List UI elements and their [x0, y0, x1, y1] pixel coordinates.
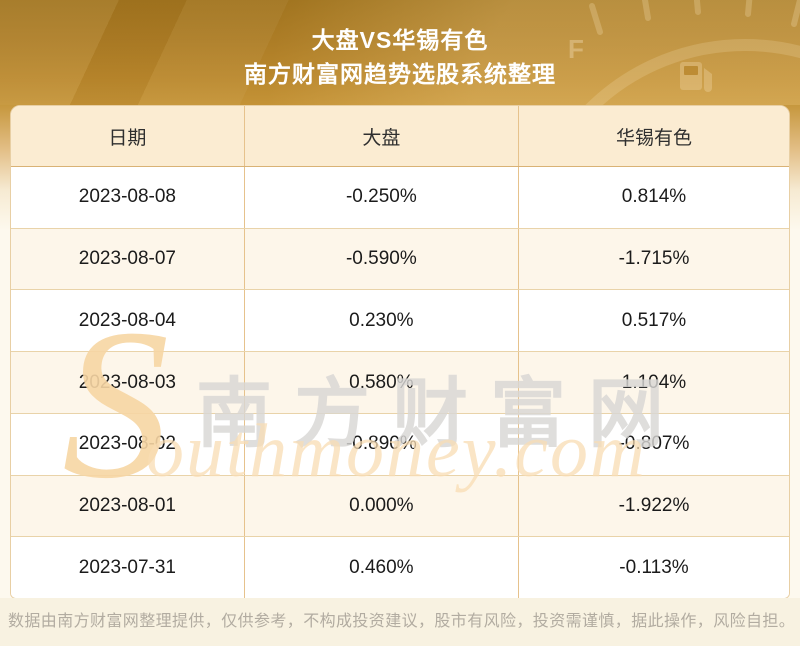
market-change-cell: 0.230%: [245, 290, 519, 352]
huaxi-change-value: 0.517%: [621, 309, 687, 331]
column-header-date: 日期: [11, 106, 245, 166]
huaxi-change-cell: -0.113%: [519, 537, 789, 598]
huaxi-change-value: 0.814%: [621, 186, 687, 208]
column-header-market-label: 大盘: [362, 127, 401, 149]
huaxi-change-value: 1.104%: [621, 371, 687, 393]
date-value: 2023-08-02: [78, 433, 176, 455]
huaxi-change-cell: -1.715%: [519, 229, 789, 290]
date-cell: 2023-07-31: [11, 537, 245, 598]
market-change-value: 0.580%: [349, 371, 414, 393]
title-banner: F 大盘VS华锡有色 南方财富网趋势选股系统整理: [0, 0, 800, 105]
disclaimer-footer: 数据由南方财富网整理提供，仅供参考，不构成投资建议，股市有风险，投资需谨慎，据此…: [0, 598, 800, 646]
market-change-value: -0.590%: [345, 248, 417, 270]
table-row: 2023-08-03 0.580% 1.104%: [11, 351, 789, 413]
column-header-huaxi-label: 华锡有色: [615, 127, 692, 149]
table-row: 2023-08-04 0.230% 0.517%: [11, 289, 789, 352]
date-cell: 2023-08-02: [11, 413, 245, 475]
market-change-value: -0.890%: [345, 433, 417, 455]
market-change-cell: -0.590%: [245, 228, 519, 290]
date-value: 2023-08-01: [78, 494, 176, 516]
market-change-cell: 0.000%: [245, 475, 519, 537]
huaxi-change-cell: 1.104%: [519, 352, 789, 413]
fuel-gauge-icon: F: [568, 0, 800, 105]
gauge-f-label: F: [568, 34, 584, 64]
market-change-value: 0.000%: [349, 494, 414, 516]
market-change-value: 0.230%: [349, 309, 414, 331]
table-row: 2023-08-02 -0.890% -0.807%: [11, 412, 789, 475]
date-cell: 2023-08-08: [11, 167, 245, 228]
market-change-value: 0.460%: [349, 556, 414, 578]
huaxi-change-value: -0.807%: [618, 433, 690, 455]
market-change-cell: 0.460%: [245, 537, 519, 598]
column-header-huaxi: 华锡有色: [519, 106, 789, 166]
huaxi-change-value: -0.113%: [619, 556, 689, 578]
date-cell: 2023-08-03: [11, 352, 245, 413]
date-value: 2023-08-08: [78, 186, 176, 208]
table-header-row: 日期 大盘 华锡有色: [11, 106, 789, 167]
huaxi-change-value: -1.715%: [618, 248, 690, 270]
date-cell: 2023-08-04: [11, 290, 245, 352]
market-change-cell: -0.250%: [245, 167, 519, 228]
banner-text: 大盘VS华锡有色 南方财富网趋势选股系统整理: [0, 0, 800, 88]
disclaimer-text: 数据由南方财富网整理提供，仅供参考，不构成投资建议，股市有风险，投资需谨慎，据此…: [8, 613, 796, 630]
date-value: 2023-08-07: [78, 248, 176, 270]
column-header-date-label: 日期: [108, 127, 147, 149]
table-row: 2023-08-07 -0.590% -1.715%: [11, 227, 789, 290]
comparison-table: 日期 大盘 华锡有色 2023-08-08 -0.250% 0.814% 202…: [10, 105, 790, 599]
table-row: 2023-08-08 -0.250% 0.814%: [11, 167, 789, 228]
page-title: 大盘VS华锡有色: [311, 27, 489, 53]
huaxi-change-cell: -0.807%: [519, 414, 789, 475]
huaxi-change-value: -1.922%: [618, 494, 690, 516]
table-body: 2023-08-08 -0.250% 0.814% 2023-08-07 -0.…: [11, 167, 789, 598]
market-change-cell: 0.580%: [245, 352, 519, 413]
table-row: 2023-07-31 0.460% -0.113%: [11, 536, 789, 598]
page-subtitle: 南方财富网趋势选股系统整理: [244, 61, 556, 87]
market-change-cell: -0.890%: [245, 413, 519, 475]
date-cell: 2023-08-07: [11, 228, 245, 290]
huaxi-change-cell: -1.922%: [519, 476, 789, 537]
huaxi-change-cell: 0.517%: [519, 290, 789, 351]
table-row: 2023-08-01 0.000% -1.922%: [11, 474, 789, 537]
date-value: 2023-07-31: [78, 556, 176, 578]
fuel-pump-glyph: [680, 62, 712, 92]
column-header-market: 大盘: [245, 106, 519, 166]
huaxi-change-cell: 0.814%: [519, 167, 789, 228]
date-value: 2023-08-04: [78, 309, 176, 331]
date-value: 2023-08-03: [78, 371, 176, 393]
market-change-value: -0.250%: [345, 186, 417, 208]
date-cell: 2023-08-01: [11, 475, 245, 537]
